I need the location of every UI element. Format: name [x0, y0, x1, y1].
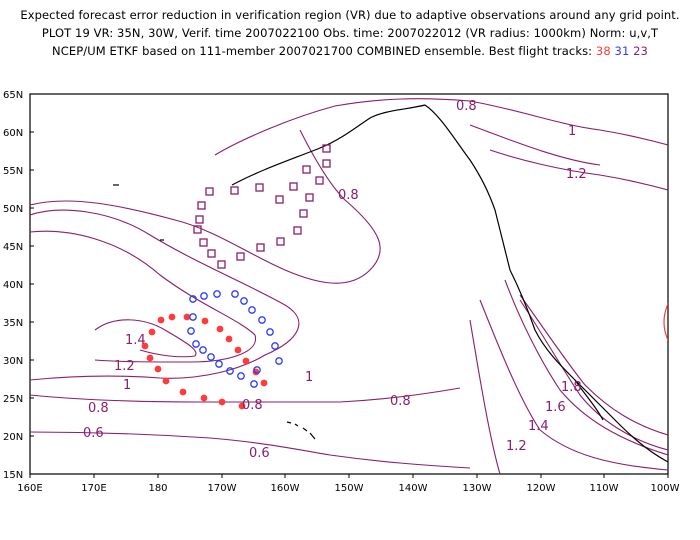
contour-label: 1 — [568, 124, 576, 139]
contour-label: 1.2 — [114, 359, 135, 374]
contour-1-east — [469, 100, 668, 146]
contour-label: 1.8 — [561, 380, 582, 395]
contour-lines — [30, 98, 668, 474]
flight-track-38 — [141, 313, 268, 410]
lat-label: 15N — [3, 470, 23, 481]
contour-0.8-east-loop — [30, 129, 381, 284]
contour-1.2-se — [479, 299, 668, 471]
title-line-1: Expected forecast error reduction in ver… — [20, 8, 680, 22]
lat-label: 55N — [3, 166, 23, 177]
lon-label: 150W — [335, 483, 364, 494]
lon-label: 140W — [399, 483, 428, 494]
contour-0.8-north — [214, 98, 471, 156]
contour-label: 0.8 — [390, 394, 411, 409]
lat-label: 25N — [3, 394, 23, 405]
plot-header: Expected forecast error reduction in ver… — [0, 0, 700, 75]
lon-label: 100W — [651, 483, 680, 494]
contour-0.8-south — [30, 387, 461, 403]
contour-label: 1.2 — [506, 439, 527, 454]
lat-label: 45N — [3, 242, 23, 253]
contour-label: 0.8 — [242, 398, 263, 413]
contour-label: 1.4 — [125, 333, 146, 348]
islands — [113, 184, 316, 440]
title-line-3: NCEP/UM ETKF based on 111-member 2007021… — [0, 44, 700, 58]
flight-track-23 — [193, 144, 331, 269]
contour-labels: 0.8 1 1.2 0.8 1.4 1.2 1 0.8 0.6 0.8 0.8 … — [83, 99, 587, 461]
lat-label: 40N — [3, 280, 23, 291]
contour-0.6 — [30, 431, 471, 469]
contour-label: 0.8 — [88, 401, 109, 416]
contour-label: 1 — [123, 378, 131, 393]
contour-label: 0.6 — [249, 446, 270, 461]
lat-label: 30N — [3, 356, 23, 367]
lon-label: 170W — [208, 483, 237, 494]
lat-label: 35N — [3, 318, 23, 329]
coast-us-west — [509, 269, 668, 463]
contour-label: 1.4 — [528, 419, 549, 434]
coast-alaska — [231, 104, 426, 186]
lat-label: 60N — [3, 128, 23, 139]
contour-label: 1 — [305, 370, 313, 385]
contour-1.2-east — [489, 149, 668, 191]
lon-label: 170E — [81, 483, 106, 494]
lon-label: 120W — [527, 483, 556, 494]
title-line-2: PLOT 19 VR: 35N, 30W, Verif. time 200702… — [41, 26, 659, 40]
contour-1.6 — [504, 279, 668, 456]
contour-1-se — [469, 319, 501, 474]
title-line-3-text: NCEP/UM ETKF based on 111-member 2007021… — [52, 44, 596, 58]
lon-label: 180 — [148, 483, 167, 494]
lon-label: 110W — [590, 483, 619, 494]
longitude-axis — [29, 474, 669, 478]
coastlines — [231, 104, 668, 463]
lat-label: 65N — [3, 90, 23, 101]
contour-label: 0.8 — [338, 188, 359, 203]
lon-label: 160W — [271, 483, 300, 494]
contour-1.2 — [30, 230, 257, 363]
latitude-labels: 65N 60N 55N 50N 45N 40N 35N 30N 25N 20N … — [3, 90, 23, 481]
contour-1.8 — [519, 294, 668, 436]
contour-1.4 — [94, 319, 197, 358]
latitude-axis — [30, 93, 34, 475]
track-count-31: 31 — [614, 44, 630, 58]
longitude-labels: 160E 170E 180 170W 160W 150W 140W 130W 1… — [17, 483, 679, 494]
contour-1-east-mid — [469, 124, 601, 166]
track-count-38: 38 — [595, 44, 611, 58]
lat-label: 20N — [3, 432, 23, 443]
contour-1.4-east — [519, 299, 668, 451]
contour-label: 1.6 — [545, 400, 566, 415]
track-count-23: 23 — [633, 44, 648, 58]
flight-track-31 — [187, 290, 283, 388]
contour-label: 0.8 — [456, 99, 477, 114]
lat-label: 50N — [3, 204, 23, 215]
lon-label: 130W — [463, 483, 492, 494]
coast-baja — [574, 379, 604, 421]
contour-1 — [30, 209, 300, 381]
plot-frame — [29, 93, 669, 475]
verification-region-circle — [663, 302, 668, 342]
contour-label: 1.2 — [566, 167, 587, 182]
lon-label: 160E — [17, 483, 42, 494]
contour-label: 0.6 — [83, 426, 104, 441]
coast-canada — [424, 104, 511, 271]
